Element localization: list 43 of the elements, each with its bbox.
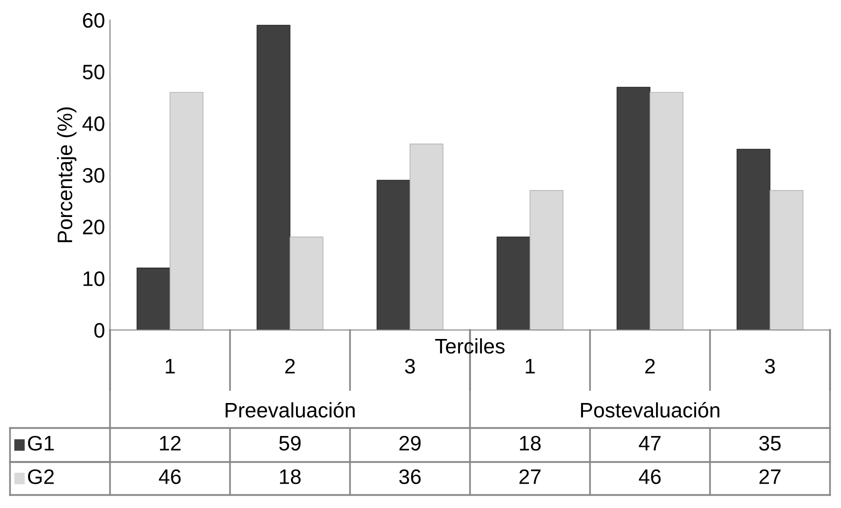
data-label: 29 bbox=[399, 436, 421, 451]
y-tick-label: 20 bbox=[83, 220, 104, 234]
y-tick-label: 0 bbox=[94, 323, 104, 338]
bar bbox=[650, 92, 684, 330]
data-label: 59 bbox=[279, 436, 301, 451]
data-label: 27 bbox=[759, 469, 781, 484]
text: Postevaluación bbox=[581, 402, 720, 418]
data-label: 46 bbox=[638, 469, 661, 484]
bar bbox=[256, 24, 290, 330]
x-tick-label: 2 bbox=[285, 358, 295, 374]
x-axis-title: Terciles bbox=[435, 338, 505, 354]
bar bbox=[530, 190, 564, 330]
bar bbox=[170, 92, 204, 330]
data-label: 46 bbox=[158, 469, 181, 484]
bar bbox=[736, 148, 770, 330]
bar bbox=[496, 236, 530, 330]
data-label: 27 bbox=[519, 469, 541, 484]
x-tick-label: 3 bbox=[405, 358, 415, 374]
bar bbox=[376, 180, 410, 330]
bar bbox=[410, 144, 444, 330]
data-label: 18 bbox=[280, 469, 301, 484]
data-label: 47 bbox=[638, 436, 661, 450]
y-tick-label: 60 bbox=[83, 13, 104, 28]
y-tick-label: 40 bbox=[82, 116, 104, 132]
y-tick-label: 10 bbox=[84, 271, 104, 286]
x-tick-label: 2 bbox=[645, 358, 655, 374]
y-tick-label: 50 bbox=[82, 64, 104, 80]
bar bbox=[616, 86, 650, 330]
data-label: 12 bbox=[160, 436, 181, 450]
bar bbox=[770, 190, 804, 330]
text: Preevaluación bbox=[226, 402, 355, 418]
x-tick-label: 1 bbox=[166, 359, 175, 374]
legend-label: G1 bbox=[28, 436, 54, 451]
data-label: 18 bbox=[520, 436, 541, 451]
data-label: 36 bbox=[399, 469, 421, 484]
bar bbox=[136, 268, 170, 330]
x-tick-label: 1 bbox=[526, 359, 535, 374]
legend-label: G2 bbox=[28, 469, 54, 484]
y-axis-title: Porcentaje (%) bbox=[56, 107, 76, 242]
y-tick-label: 30 bbox=[82, 168, 104, 183]
data-label: 35 bbox=[759, 436, 781, 451]
bar bbox=[290, 236, 324, 330]
x-tick-label: 3 bbox=[765, 358, 775, 374]
